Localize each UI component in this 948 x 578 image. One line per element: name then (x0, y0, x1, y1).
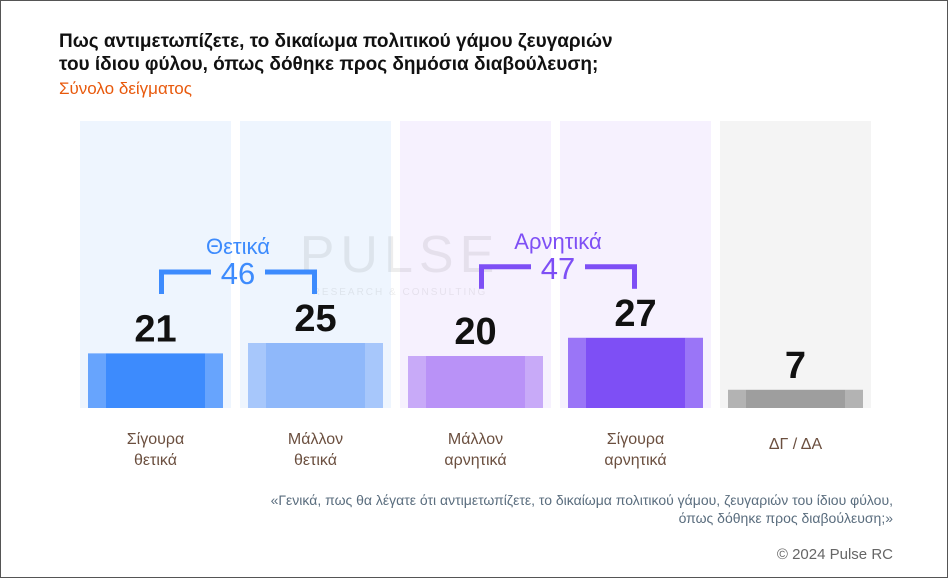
category-label: Μάλλον αρνητικά (401, 429, 551, 471)
bar-group (408, 356, 543, 408)
bar-value-label: 7 (785, 345, 806, 387)
category-label-line: Μάλλον (287, 431, 344, 448)
category-label-line: αρνητικά (444, 452, 507, 469)
category-label-line: αρνητικά (604, 452, 667, 469)
bar-shade-right (685, 337, 703, 408)
category-label-line: Σίγουρα (126, 431, 185, 448)
bar-group (728, 389, 863, 408)
category-label-line: Μάλλον (447, 431, 504, 448)
copyright: © 2024 Pulse RC (776, 546, 893, 563)
bar-group (88, 353, 223, 408)
category-label-line: Σίγουρα (606, 431, 665, 448)
category-label-line: θετικά (134, 452, 177, 469)
question-note-line-1: «Γενικά, πως θα λέγατε ότι αντιμετωπίζετ… (270, 492, 893, 508)
question-note: «Γενικά, πως θα λέγατε ότι αντιμετωπίζετ… (133, 491, 893, 527)
watermark-text: PULSE (300, 226, 501, 284)
category-label-line: ΔΓ / ΔΑ (768, 436, 823, 453)
question-note-line-2: όπως δόθηκε προς διαβούλευση;» (678, 510, 893, 526)
bar-value-label: 25 (294, 298, 336, 340)
category-label: Μάλλον θετικά (241, 429, 391, 471)
group-total-label: 46 (221, 256, 255, 291)
chart-title-line-1: Πως αντιμετωπίζετε, το δικαίωμα πολιτικο… (59, 31, 613, 52)
chart-title-line-2: του ίδιου φύλου, όπως δόθηκε προς δημόσι… (59, 54, 599, 75)
group-label: Αρνητικά (514, 229, 602, 254)
bar-shade-left (408, 356, 426, 408)
bar-shade-right (525, 356, 543, 408)
bar (248, 343, 383, 408)
bar-shade-right (845, 389, 863, 408)
bar (728, 389, 863, 408)
bar-shade-left (248, 343, 266, 408)
bar-shade-right (205, 353, 223, 408)
watermark: PULSE RESEARCH & CONSULTING (300, 226, 501, 298)
bar-group (248, 343, 383, 408)
bar-shade-left (728, 389, 746, 408)
bar-shade-right (365, 343, 383, 408)
bar-shade-left (88, 353, 106, 408)
bar (568, 337, 703, 408)
bar-shade-left (568, 337, 586, 408)
bar (88, 353, 223, 408)
column-background (720, 121, 871, 408)
bar-value-label: 21 (134, 308, 176, 350)
group-label: Θετικά (206, 234, 270, 259)
chart-subtitle: Σύνολο δείγματος (59, 79, 192, 98)
category-label: Σίγουρα αρνητικά (561, 429, 711, 471)
bar-value-label: 27 (614, 293, 656, 335)
bar-group (568, 337, 703, 408)
bar (408, 356, 543, 408)
category-label: ΔΓ / ΔΑ (721, 434, 871, 455)
group-total-label: 47 (541, 251, 575, 286)
category-label: Σίγουρα θετικά (81, 429, 231, 471)
category-label-line: θετικά (294, 452, 337, 469)
watermark-subtext: RESEARCH & CONSULTING (313, 287, 488, 298)
chart-title: Πως αντιμετωπίζετε, το δικαίωμα πολιτικο… (59, 30, 759, 76)
bar-value-label: 20 (454, 311, 496, 353)
